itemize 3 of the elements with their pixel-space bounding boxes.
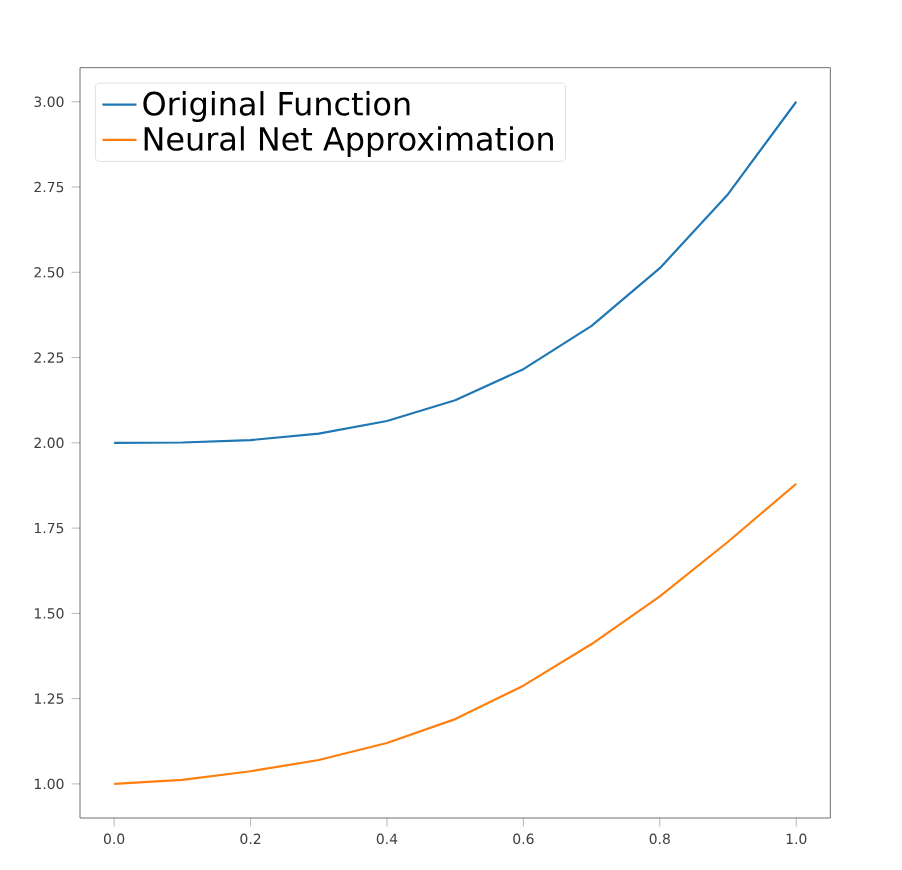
line-series [113,482,798,785]
legend-label: Original Function [143,91,410,122]
legend-label: Neural Net Approximation [144,126,553,158]
